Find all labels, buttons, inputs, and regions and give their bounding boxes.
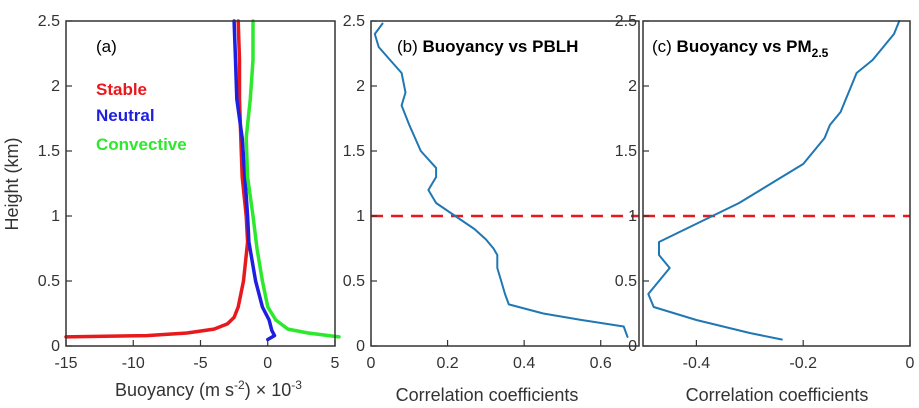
x-tick-label: -10	[122, 355, 145, 372]
x-axis-label-a-exp: -3	[291, 378, 302, 392]
panel-b-letter: (b)	[397, 37, 423, 56]
y-tick-label: 0.5	[343, 273, 365, 290]
y-tick-label: 0	[356, 338, 365, 355]
panel-b-title: (b) Buoyancy vs PBLH	[397, 37, 578, 56]
y-tick-label: 1.5	[343, 143, 365, 160]
y-tick-label: 2.5	[38, 13, 60, 30]
x-axis-label-a: Buoyancy (m s-2) × 10-3	[115, 378, 302, 400]
panel-c-lines	[643, 20, 910, 341]
panel-c-frame	[642, 20, 911, 347]
x-tick-label: -15	[54, 355, 77, 372]
y-tick-label: 1.5	[615, 143, 637, 160]
x-tick-label: 0	[367, 355, 376, 372]
y-tick-label: 0.5	[38, 273, 60, 290]
series-line-neutral	[232, 19, 277, 342]
panel-c-title: (c) Buoyancy vs PM2.5	[652, 37, 829, 60]
x-tick-label: -5	[193, 355, 207, 372]
y-tick-label: 2.5	[615, 13, 637, 30]
y-tick-label: 2	[628, 78, 637, 95]
y-axis-label: Height (km)	[2, 137, 22, 230]
panel-b-frame	[370, 20, 640, 347]
y-tick-label: 0	[628, 338, 637, 355]
series-line-stable	[64, 19, 250, 339]
y-tick-label: 2	[51, 78, 60, 95]
panel-a-ticks: 0 0.5 1 1.5 2 2.5 -15 -10 -5 0 5	[38, 13, 340, 372]
legend-neutral: Neutral	[96, 106, 155, 125]
x-tick-label: -0.2	[789, 355, 817, 372]
y-tick-label: 0	[51, 338, 60, 355]
panel-c: 0 0.5 1 1.5 2 2.5 -0.4 -0.2 0 (c) Buoyancy vs PM…	[615, 13, 915, 405]
panel-c-title-bold: Buoyancy vs PM	[677, 37, 812, 56]
x-tick-label: 0.6	[590, 355, 612, 372]
panel-b: 0 0.5 1 1.5 2 2.5 0 0.2 0.4 0.6 (b) Buoyancy vs P…	[343, 13, 640, 405]
x-tick-label: 5	[331, 355, 340, 372]
x-tick-label: -0.4	[683, 355, 711, 372]
series-line-correlation	[373, 22, 629, 338]
x-tick-label: 0	[263, 355, 272, 372]
panel-b-lines	[371, 22, 639, 338]
y-tick-label: 1.5	[38, 143, 60, 160]
x-axis-label-b: Correlation coefficients	[396, 385, 579, 405]
panel-a-label: (a)	[96, 37, 117, 56]
x-axis-label-c: Correlation coefficients	[686, 385, 869, 405]
x-axis-label-a-suffix: ) × 10	[245, 380, 292, 400]
x-tick-label: 0.4	[513, 355, 535, 372]
x-tick-label: 0.2	[436, 355, 458, 372]
panel-a: 0 0.5 1 1.5 2 2.5 -15 -10 -5 0 5 (a) Stable Neutra…	[2, 13, 341, 400]
panel-c-letter: (c)	[652, 37, 677, 56]
y-tick-label: 1	[51, 208, 60, 225]
y-tick-label: 2	[356, 78, 365, 95]
series-line-correlation	[647, 20, 901, 341]
series-line-convective	[244, 19, 341, 339]
x-tick-label: 0	[906, 355, 915, 372]
legend-convective: Convective	[96, 135, 187, 154]
panel-c-title-text: (c) Buoyancy vs PM	[652, 37, 812, 56]
legend-stable: Stable	[96, 80, 147, 99]
panel-a-frame	[65, 20, 336, 347]
x-axis-label-a-sup: -2	[234, 378, 245, 392]
panel-b-title-text: (b) Buoyancy vs PBLH	[397, 37, 578, 56]
panel-b-title-bold: Buoyancy vs PBLH	[423, 37, 579, 56]
y-tick-label: 1	[628, 208, 637, 225]
panel-c-ticks: 0 0.5 1 1.5 2 2.5 -0.4 -0.2 0	[615, 13, 915, 372]
y-tick-label: 2.5	[343, 13, 365, 30]
y-tick-label: 1	[356, 208, 365, 225]
panel-a-lines	[64, 19, 341, 342]
y-tick-label: 0.5	[615, 273, 637, 290]
panel-c-title-sub: 2.5	[812, 46, 829, 60]
x-axis-label-a-main: Buoyancy (m s	[115, 380, 234, 400]
